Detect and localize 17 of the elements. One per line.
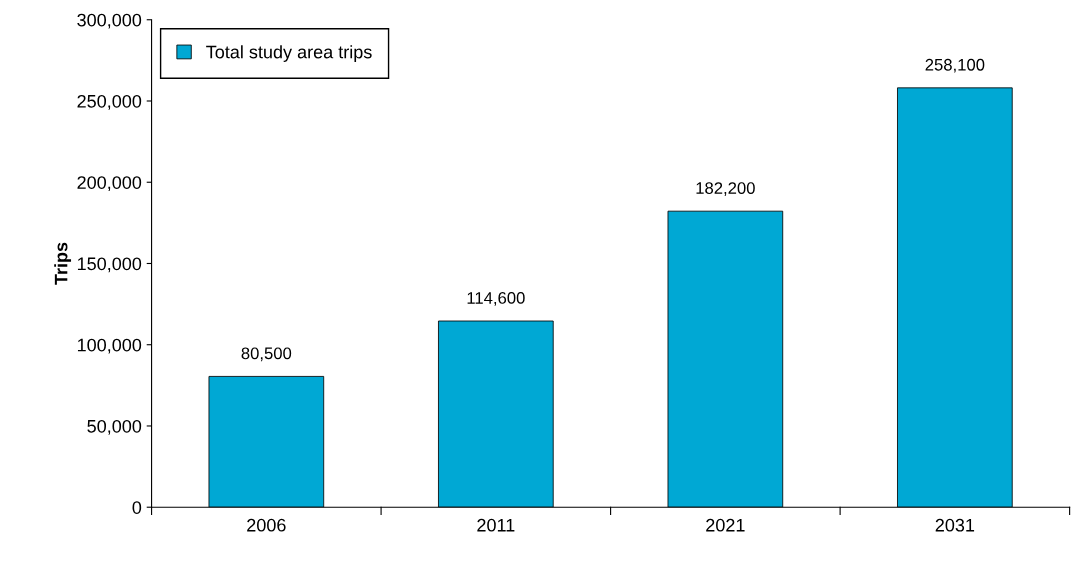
data-label: 182,200 [696,182,755,196]
y-tick-label: 300,000 [77,13,142,29]
x-tick-label: 2031 [935,518,975,532]
x-tick-label: 2006 [247,518,286,532]
y-axis-title: Trips [54,242,72,285]
y-tick-label: 200,000 [77,176,142,192]
y-tick-label: 100,000 [77,338,142,354]
data-label: 80,500 [241,347,292,362]
x-tick-label: 2021 [706,518,745,532]
legend-label: Total study area trips [206,45,372,62]
x-tick-label: 2011 [477,518,515,532]
y-tick-label: 50,000 [87,419,142,435]
data-label: 114,600 [467,292,525,306]
y-tick-label: 250,000 [77,94,142,110]
y-tick-label: 150,000 [77,257,142,273]
data-label: 258,100 [925,58,985,73]
y-tick-label: 0 [132,501,142,514]
